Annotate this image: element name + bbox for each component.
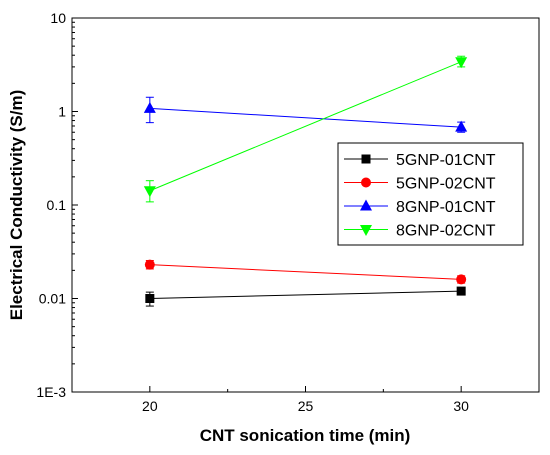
y-tick-label: 0.1 xyxy=(47,197,67,213)
data-point xyxy=(456,274,467,285)
y-tick-label: 10 xyxy=(50,10,66,26)
x-axis-title: CNT sonication time (min) xyxy=(200,426,411,445)
legend-label: 8GNP-02CNT xyxy=(396,223,496,240)
series-line xyxy=(149,107,462,128)
legend-label: 5GNP-01CNT xyxy=(396,152,496,169)
data-point xyxy=(144,259,155,270)
data-point xyxy=(361,154,371,164)
y-axis-title: Electrical Conductivity (S/m) xyxy=(7,90,26,321)
series-5gnp-02cnt xyxy=(144,259,467,285)
axes: 20 25 30 1E-3 0.01 0.1 1 10 xyxy=(36,10,540,414)
legend-item: 5GNP-02CNT xyxy=(344,176,496,193)
data-point xyxy=(361,177,371,188)
series-8gnp-01cnt xyxy=(143,96,468,133)
data-point xyxy=(360,199,372,211)
data-series xyxy=(143,55,468,307)
legend-label: 8GNP-01CNT xyxy=(396,199,496,216)
legend-item: 8GNP-02CNT xyxy=(344,223,496,240)
data-point xyxy=(456,286,466,296)
data-point xyxy=(360,225,372,236)
data-point xyxy=(143,186,156,198)
series-8gnp-02cnt xyxy=(143,55,468,203)
y-tick-label: 1E-3 xyxy=(36,384,66,400)
y-tick-label: 1 xyxy=(58,104,66,120)
data-point xyxy=(143,101,156,113)
x-tick-label: 25 xyxy=(298,398,314,414)
data-point xyxy=(145,294,155,303)
legend-item: 8GNP-01CNT xyxy=(344,199,496,216)
series-line xyxy=(149,264,462,280)
x-tick-label: 20 xyxy=(142,398,158,414)
legend-label: 5GNP-02CNT xyxy=(396,176,496,193)
data-point xyxy=(455,57,468,69)
series-5gnp-01cnt xyxy=(145,286,466,307)
series-line xyxy=(149,61,462,192)
data-point xyxy=(455,120,468,132)
y-tick-label: 0.01 xyxy=(39,291,66,307)
legend-item: 5GNP-01CNT xyxy=(344,152,496,169)
x-tick-label: 30 xyxy=(453,398,469,414)
legend: 5GNP-01CNT 5GNP-02CNT 8GNP-01CNT 8GNP-02CNT xyxy=(337,142,524,246)
series-line xyxy=(149,290,462,299)
